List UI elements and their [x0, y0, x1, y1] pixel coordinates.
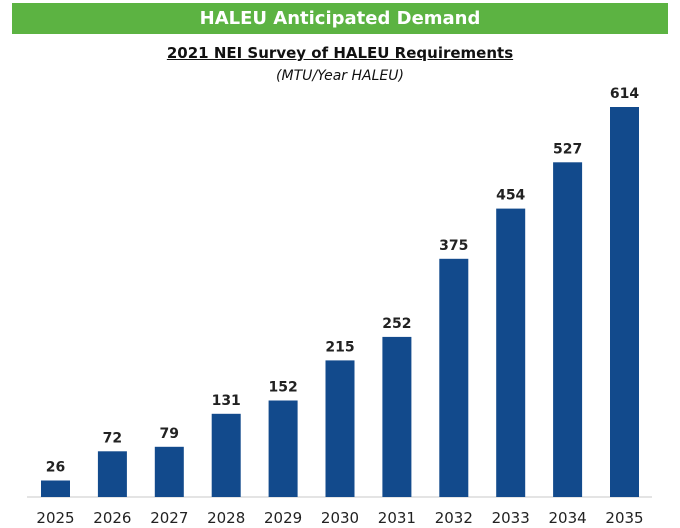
data-label-2025: 26 — [46, 460, 65, 476]
data-label-2027: 79 — [160, 426, 179, 442]
data-label-2035: 614 — [610, 86, 639, 102]
x-tick-label-2029: 2029 — [264, 509, 302, 527]
data-label-2033: 454 — [496, 188, 525, 204]
x-tick-label-2033: 2033 — [492, 509, 530, 527]
x-tick-label-2034: 2034 — [549, 509, 587, 527]
bar-2033 — [496, 208, 526, 497]
bar-2029 — [268, 400, 298, 497]
data-label-2029: 152 — [268, 380, 297, 396]
data-label-2030: 215 — [325, 339, 354, 355]
data-label-2026: 72 — [103, 430, 122, 446]
x-tick-label-2035: 2035 — [605, 509, 643, 527]
chart-subtitle: (MTU/Year HALEU) — [276, 68, 404, 84]
bar-2034 — [553, 162, 583, 498]
bar-2026 — [97, 451, 127, 497]
x-tick-label-2030: 2030 — [321, 509, 359, 527]
x-tick-label-2028: 2028 — [207, 509, 245, 527]
bar-2032 — [439, 258, 469, 497]
x-tick-label-2027: 2027 — [150, 509, 188, 527]
x-tick-label-2026: 2026 — [93, 509, 131, 527]
bar-2025 — [41, 480, 70, 497]
bar-2028 — [211, 413, 241, 497]
data-label-2032: 375 — [439, 238, 468, 254]
data-label-2031: 252 — [382, 316, 411, 332]
x-tick-label-2031: 2031 — [378, 509, 416, 527]
bar-2030 — [325, 360, 355, 497]
data-label-2028: 131 — [212, 393, 241, 409]
header-banner: HALEU Anticipated Demand — [12, 3, 668, 34]
data-label-2034: 527 — [553, 141, 582, 157]
bar-2027 — [154, 446, 184, 497]
bar-2035 — [610, 107, 639, 497]
x-tick-label-2032: 2032 — [435, 509, 473, 527]
bar-2031 — [382, 336, 412, 497]
chart-title: 2021 NEI Survey of HALEU Requirements — [166, 44, 514, 62]
x-tick-label-2025: 2025 — [36, 509, 74, 527]
